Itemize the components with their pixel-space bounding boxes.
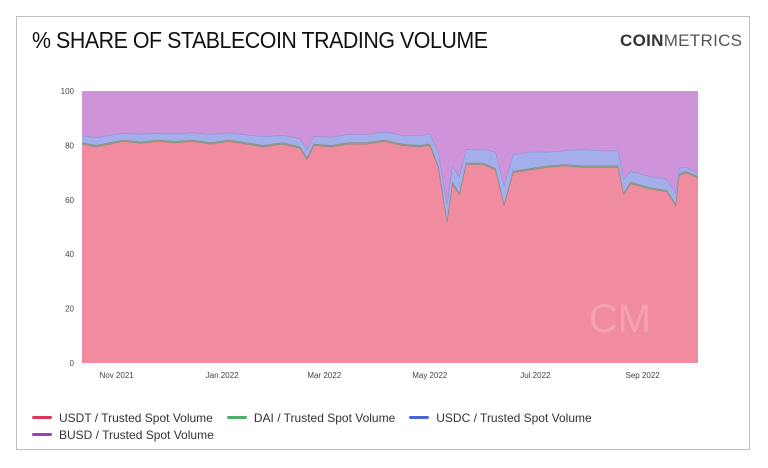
legend-swatch <box>32 416 52 419</box>
x-tick-label: Sep 2022 <box>625 371 660 380</box>
chart-title: % SHARE OF STABLECOIN TRADING VOLUME <box>32 27 488 53</box>
area-usdc <box>82 131 698 220</box>
x-tick-label: May 2022 <box>412 371 448 380</box>
area-usdt <box>82 141 698 363</box>
legend-swatch <box>226 416 247 419</box>
area-busd <box>82 91 698 204</box>
legend-swatch <box>32 433 52 436</box>
x-tick-label: Jan 2022 <box>206 371 239 380</box>
legend-item[interactable]: USDC / Trusted Spot Volume <box>409 410 592 425</box>
legend-item[interactable]: BUSD / Trusted Spot Volume <box>32 427 214 442</box>
x-tick-label: Jul 2022 <box>520 371 551 380</box>
watermark-logo: CM <box>589 297 651 341</box>
legend-label: DAI / Trusted Spot Volume <box>253 410 396 425</box>
legend-label: BUSD / Trusted Spot Volume <box>59 427 214 442</box>
y-tick-label: 20 <box>65 305 74 314</box>
legend-label: USDC / Trusted Spot Volume <box>436 410 592 425</box>
y-tick-label: 100 <box>61 87 75 96</box>
legend-swatch <box>409 416 430 419</box>
y-tick-label: 80 <box>65 141 74 150</box>
y-tick-label: 60 <box>65 196 74 205</box>
x-tick-label: Mar 2022 <box>307 371 341 380</box>
legend-item[interactable]: USDT / Trusted Spot Volume <box>32 410 213 425</box>
legend-item[interactable]: DAI / Trusted Spot Volume <box>226 410 396 425</box>
y-tick-label: 0 <box>70 359 75 368</box>
legend-label: USDT / Trusted Spot Volume <box>59 410 213 425</box>
y-tick-label: 40 <box>65 250 74 259</box>
x-tick-label: Nov 2021 <box>99 371 134 380</box>
legend: USDT / Trusted Spot Volume DAI / Trusted … <box>32 408 632 442</box>
coinmetrics-logo: COINMETRICS <box>620 31 743 50</box>
